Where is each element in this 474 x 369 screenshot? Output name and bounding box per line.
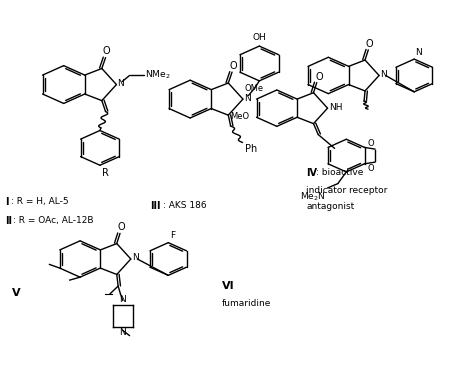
Text: F: F — [170, 231, 175, 241]
Text: O: O — [365, 39, 373, 49]
Text: : AKS 186: : AKS 186 — [163, 201, 207, 210]
Text: : bioactive: : bioactive — [316, 168, 363, 177]
Text: N: N — [416, 48, 422, 57]
Text: III: III — [150, 201, 161, 211]
Text: N: N — [244, 93, 251, 103]
Text: NMe$_2$: NMe$_2$ — [146, 69, 171, 81]
Text: MeO: MeO — [230, 112, 249, 121]
Text: indicator receptor: indicator receptor — [306, 186, 388, 194]
Text: N: N — [380, 70, 387, 79]
Text: N: N — [119, 294, 126, 304]
Text: II: II — [5, 217, 12, 227]
Text: IV: IV — [306, 168, 317, 178]
Text: R: R — [102, 168, 109, 178]
Text: Me$_2$N: Me$_2$N — [300, 191, 326, 203]
Text: V: V — [12, 288, 21, 298]
Text: OMe: OMe — [245, 84, 264, 93]
Text: OH: OH — [253, 34, 266, 42]
Text: : R = H, AL-5: : R = H, AL-5 — [11, 197, 69, 206]
Text: O: O — [229, 61, 237, 71]
Text: VI: VI — [222, 281, 235, 291]
Text: N: N — [119, 328, 126, 337]
Text: I: I — [5, 197, 9, 207]
Text: N: N — [118, 79, 124, 88]
Text: O: O — [368, 139, 374, 148]
Text: O: O — [368, 163, 374, 173]
Text: NH: NH — [329, 103, 342, 111]
Text: O: O — [315, 72, 323, 82]
Text: N: N — [132, 254, 138, 262]
Text: O: O — [117, 222, 125, 232]
Text: O: O — [103, 46, 110, 56]
Text: Ph: Ph — [245, 144, 257, 154]
Text: fumaridine: fumaridine — [222, 299, 272, 308]
Text: antagonist: antagonist — [306, 202, 355, 211]
Text: : R = OAc, AL-12B: : R = OAc, AL-12B — [13, 217, 93, 225]
